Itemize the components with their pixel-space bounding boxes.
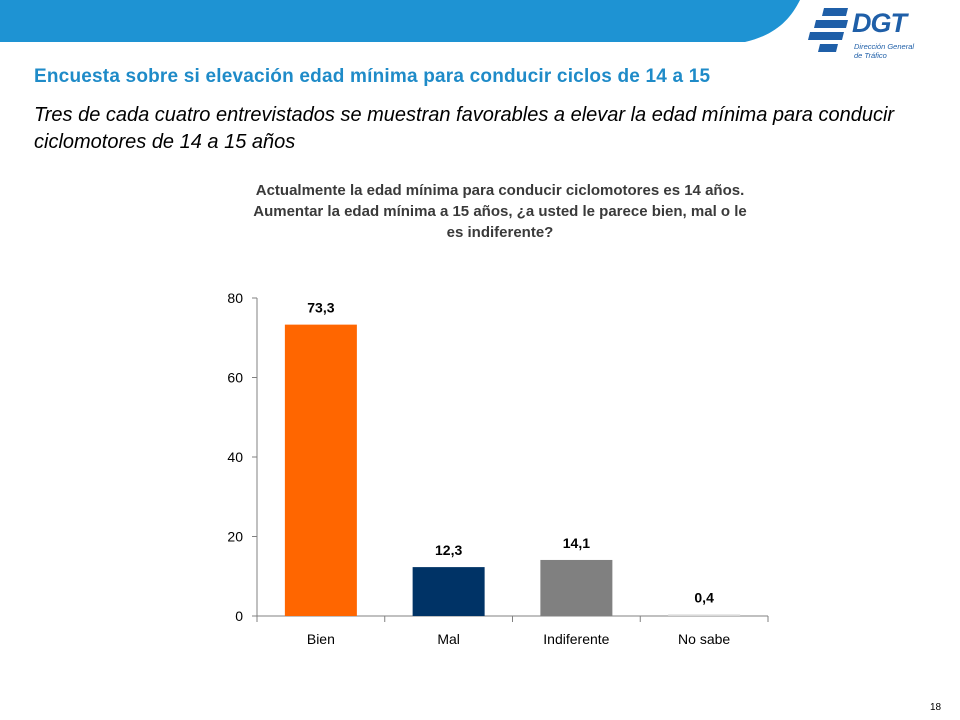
category-label: Mal: [437, 631, 460, 647]
page-number: 18: [930, 702, 942, 713]
dgt-emblem-icon: [808, 8, 848, 52]
bar-value-label: 0,4: [694, 589, 714, 605]
y-tick-label: 80: [227, 290, 243, 306]
bar-bien: [284, 324, 357, 616]
category-label: Bien: [307, 631, 335, 647]
logo-subtitle-line2: de Tráfico: [854, 51, 887, 60]
page-subtitle: Tres de cada cuatro entrevistados se mue…: [34, 104, 895, 153]
bar-value-label: 14,1: [563, 535, 590, 551]
bar-mal: [412, 567, 485, 616]
y-tick-label: 40: [227, 449, 243, 465]
banner-shape: [0, 0, 800, 42]
y-tick-label: 0: [235, 608, 243, 624]
logo-wordmark: DGT: [852, 8, 907, 38]
category-label: No sabe: [678, 631, 730, 647]
bar-value-label: 73,3: [307, 300, 334, 316]
category-label: Indiferente: [543, 631, 609, 647]
logo-subtitle-line1: Dirección General: [854, 42, 915, 51]
chart-title: Actualmente la edad mínima para conducir…: [253, 182, 747, 241]
y-tick-label: 20: [227, 529, 243, 545]
bar-no-sabe: [668, 614, 741, 616]
bar-value-label: 12,3: [435, 542, 462, 558]
bar-indiferente: [540, 559, 613, 616]
header-banner: [0, 0, 800, 42]
y-tick-label: 60: [227, 370, 243, 386]
dgt-logo: DGT Dirección General de Tráfico: [808, 4, 958, 66]
page-title: Encuesta sobre si elevación edad mínima …: [34, 66, 711, 87]
